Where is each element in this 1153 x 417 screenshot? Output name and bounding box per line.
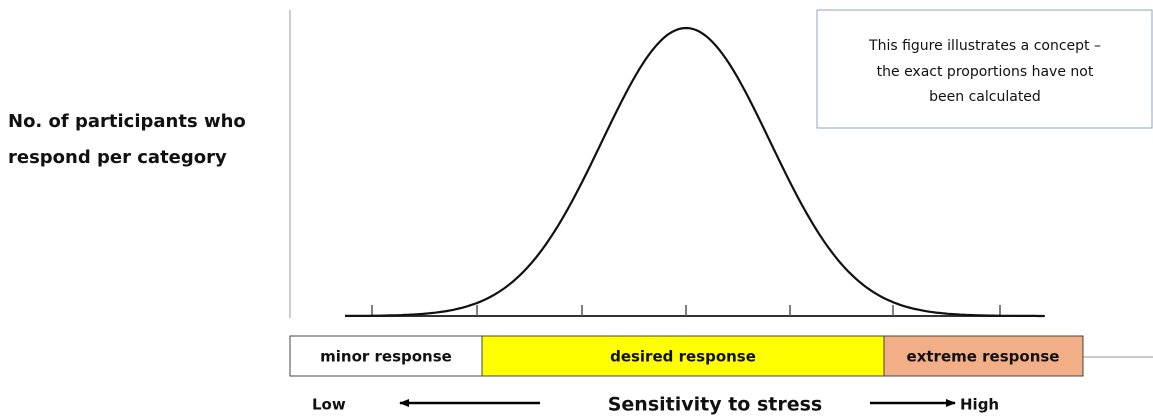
bell-curve	[345, 26, 1044, 318]
category-extreme	[883, 335, 1084, 377]
note-text: the exact proportions have not	[877, 64, 1094, 80]
category-minor	[289, 335, 483, 377]
note-text: been calculated	[929, 89, 1041, 105]
category-label: extreme response	[907, 348, 1060, 366]
note-text: This figure illustrates a concept –	[868, 38, 1101, 54]
y-axis-label: No. of participants who	[8, 111, 246, 132]
y-axis-label: respond per category	[8, 147, 227, 168]
category-label: minor response	[320, 348, 452, 366]
ticks	[371, 305, 1001, 316]
x-axis-label: Sensitivity to stress	[608, 394, 823, 416]
category-desired	[481, 335, 885, 377]
note-box	[816, 9, 1153, 129]
x-axis-low: Low	[312, 396, 346, 414]
category-label: desired response	[610, 348, 756, 366]
x-axis-high: High	[960, 396, 999, 414]
